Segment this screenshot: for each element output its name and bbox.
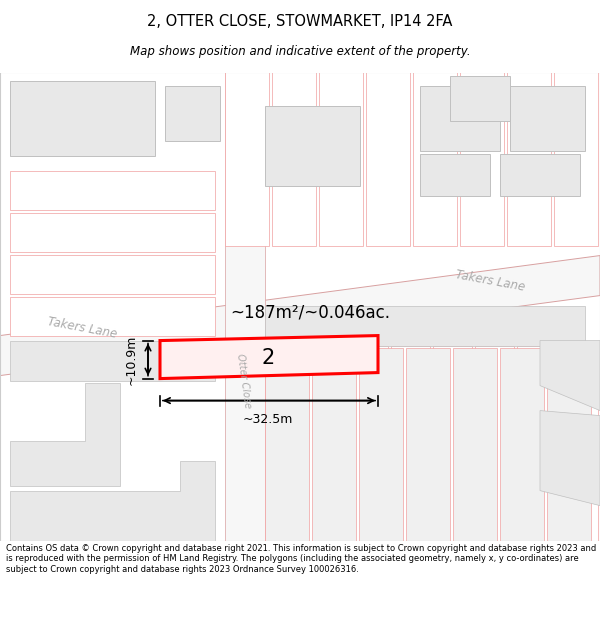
Polygon shape: [225, 72, 265, 541]
Polygon shape: [413, 72, 457, 246]
Polygon shape: [10, 461, 215, 541]
Polygon shape: [366, 72, 410, 246]
Polygon shape: [265, 348, 309, 541]
Polygon shape: [10, 254, 215, 294]
Polygon shape: [10, 382, 120, 486]
Polygon shape: [10, 296, 215, 336]
Polygon shape: [540, 341, 600, 411]
Polygon shape: [475, 346, 514, 541]
Bar: [165, 86, 220, 141]
Polygon shape: [160, 336, 378, 379]
Polygon shape: [540, 411, 600, 506]
Polygon shape: [10, 171, 215, 209]
Polygon shape: [272, 72, 316, 246]
Text: Map shows position and indicative extent of the property.: Map shows position and indicative extent…: [130, 45, 470, 58]
Polygon shape: [10, 341, 215, 381]
Text: Otter Close: Otter Close: [235, 352, 253, 409]
Text: 2: 2: [262, 348, 275, 368]
Bar: [420, 154, 490, 196]
Polygon shape: [319, 72, 363, 246]
Polygon shape: [554, 72, 598, 246]
Text: Takers Lane: Takers Lane: [454, 268, 526, 293]
Bar: [500, 154, 580, 196]
Polygon shape: [559, 346, 598, 541]
Bar: [265, 306, 585, 346]
Polygon shape: [507, 72, 551, 246]
Text: ~32.5m: ~32.5m: [243, 412, 293, 426]
Text: 2, OTTER CLOSE, STOWMARKET, IP14 2FA: 2, OTTER CLOSE, STOWMARKET, IP14 2FA: [148, 14, 452, 29]
Bar: [265, 106, 360, 186]
Polygon shape: [391, 346, 430, 541]
Polygon shape: [453, 348, 497, 541]
Text: ~10.9m: ~10.9m: [125, 334, 138, 385]
Polygon shape: [517, 346, 556, 541]
Bar: [420, 86, 500, 151]
Polygon shape: [307, 346, 346, 541]
Polygon shape: [0, 256, 600, 376]
Polygon shape: [547, 348, 591, 541]
Text: Takers Lane: Takers Lane: [46, 315, 118, 341]
Bar: [450, 76, 510, 121]
Bar: [10, 81, 155, 156]
Polygon shape: [265, 346, 304, 541]
Polygon shape: [500, 348, 544, 541]
Text: ~187m²/~0.046ac.: ~187m²/~0.046ac.: [230, 304, 390, 322]
Polygon shape: [349, 346, 388, 541]
Polygon shape: [359, 348, 403, 541]
Polygon shape: [312, 348, 356, 541]
Polygon shape: [460, 72, 504, 246]
Text: Contains OS data © Crown copyright and database right 2021. This information is : Contains OS data © Crown copyright and d…: [6, 544, 596, 574]
Polygon shape: [406, 348, 450, 541]
Polygon shape: [225, 72, 269, 246]
Polygon shape: [10, 213, 215, 251]
Polygon shape: [433, 346, 472, 541]
Bar: [510, 86, 585, 151]
